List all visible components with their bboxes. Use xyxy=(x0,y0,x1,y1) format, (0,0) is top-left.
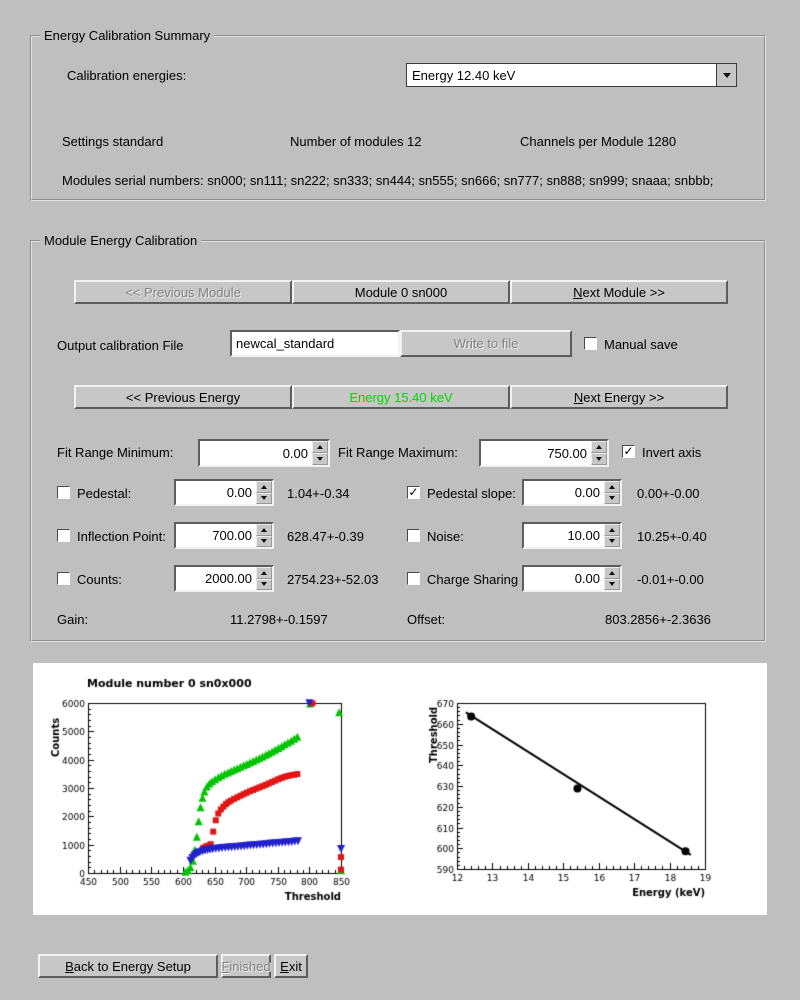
output-file-label: Output calibration File xyxy=(57,338,184,353)
fit-range-min-spin-down[interactable] xyxy=(312,453,328,465)
counts-spin-up[interactable] xyxy=(256,567,272,579)
inflection-point-spin-up[interactable] xyxy=(256,524,272,536)
previous-module-button[interactable]: << Previous Module xyxy=(74,280,292,304)
invert-axis-label: Invert axis xyxy=(642,445,702,460)
pedestal-slope-spin-up[interactable] xyxy=(604,481,620,493)
fit-range-max-spin-up[interactable] xyxy=(591,441,607,453)
inflection-point-input[interactable] xyxy=(176,524,256,547)
fit-range-max-spinbox[interactable] xyxy=(479,439,609,467)
counts-checkbox[interactable] xyxy=(57,572,70,585)
settings-label: Settings standard xyxy=(62,134,164,149)
energy-calibration-summary-group: Energy Calibration Summary Calibration e… xyxy=(30,28,766,201)
previous-energy-button[interactable]: << Previous Energy xyxy=(74,385,292,409)
channels-per-module-label: Channels per Module 1280 xyxy=(520,134,677,149)
noise-input[interactable] xyxy=(524,524,604,547)
charge-sharing-input[interactable] xyxy=(524,567,604,590)
pedestal-result: 1.04+-0.34 xyxy=(287,486,350,501)
pedestal-slope-input[interactable] xyxy=(524,481,604,504)
offset-label: Offset: xyxy=(407,612,446,627)
fit-range-min-label: Fit Range Minimum: xyxy=(57,445,174,460)
pedestal-slope-spinbox[interactable] xyxy=(522,479,622,506)
serial-numbers-label: Modules serial numbers: sn000; sn111; sn… xyxy=(62,173,714,188)
fit-range-max-label: Fit Range Maximum: xyxy=(338,445,458,460)
pedestal-checkbox[interactable] xyxy=(57,486,70,499)
modules-count-label: Number of modules 12 xyxy=(290,134,422,149)
pedestal-slope-result: 0.00+-0.00 xyxy=(637,486,700,501)
manual-save-label: Manual save xyxy=(604,337,678,352)
charge-sharing-label: Charge Sharing xyxy=(427,572,519,587)
counts-spin-down[interactable] xyxy=(256,578,272,590)
output-file-input[interactable] xyxy=(230,330,400,357)
gain-label: Gain: xyxy=(57,612,89,627)
current-energy-button[interactable]: Energy 15.40 keV xyxy=(292,385,510,409)
write-to-file-button[interactable]: Write to file xyxy=(400,330,572,357)
noise-checkbox[interactable] xyxy=(407,529,420,542)
counts-label: Counts: xyxy=(77,572,122,587)
pedestal-spinbox[interactable] xyxy=(174,479,274,506)
manual-save-checkbox[interactable] xyxy=(584,337,597,350)
plots-panel xyxy=(33,663,767,915)
charge-sharing-spinbox[interactable] xyxy=(522,565,622,592)
pedestal-slope-spin-down[interactable] xyxy=(604,492,620,504)
charge-sharing-spin-down[interactable] xyxy=(604,578,620,590)
noise-spin-up[interactable] xyxy=(604,524,620,536)
module-energy-calibration-group: Module Energy Calibration << Previous Mo… xyxy=(30,233,766,642)
noise-spinbox[interactable] xyxy=(522,522,622,549)
pedestal-spin-down[interactable] xyxy=(256,492,272,504)
calibration-energy-select[interactable]: Energy 12.40 keV xyxy=(406,63,737,87)
module-group-title: Module Energy Calibration xyxy=(40,233,202,248)
dropdown-arrow-icon[interactable] xyxy=(716,64,736,86)
calibration-energy-selected-value: Energy 12.40 keV xyxy=(412,67,516,83)
inflection-point-spinbox[interactable] xyxy=(174,522,274,549)
counts-spinbox[interactable] xyxy=(174,565,274,592)
charge-sharing-checkbox[interactable] xyxy=(407,572,420,585)
counts-input[interactable] xyxy=(176,567,256,590)
inflection-point-label: Inflection Point: xyxy=(77,529,166,544)
fit-range-min-spinbox[interactable] xyxy=(198,439,330,467)
counts-result: 2754.23+-52.03 xyxy=(287,572,379,587)
noise-label: Noise: xyxy=(427,529,464,544)
noise-spin-down[interactable] xyxy=(604,535,620,547)
charge-sharing-result: -0.01+-0.00 xyxy=(637,572,704,587)
fit-range-max-spin-down[interactable] xyxy=(591,453,607,465)
summary-group-title: Energy Calibration Summary xyxy=(40,28,215,43)
threshold-vs-energy-canvas xyxy=(421,667,761,913)
inflection-point-spin-down[interactable] xyxy=(256,535,272,547)
pedestal-spin-up[interactable] xyxy=(256,481,272,493)
pedestal-slope-checkbox[interactable] xyxy=(407,486,420,499)
calibration-energies-label: Calibration energies: xyxy=(67,68,187,83)
scurve-plot-canvas xyxy=(41,667,393,913)
pedestal-label: Pedestal: xyxy=(77,486,132,501)
charge-sharing-spin-up[interactable] xyxy=(604,567,620,579)
pedestal-input[interactable] xyxy=(176,481,256,504)
noise-result: 10.25+-0.40 xyxy=(637,529,707,544)
gain-value: 11.2798+-0.1597 xyxy=(230,612,328,627)
fit-range-min-spin-up[interactable] xyxy=(312,441,328,453)
inflection-point-checkbox[interactable] xyxy=(57,529,70,542)
fit-range-min-input[interactable] xyxy=(200,441,312,465)
offset-value: 803.2856+-2.3636 xyxy=(605,612,711,627)
invert-axis-checkbox[interactable] xyxy=(622,445,635,458)
inflection-point-result: 628.47+-0.39 xyxy=(287,529,364,544)
current-module-button[interactable]: Module 0 sn000 xyxy=(292,280,510,304)
fit-range-max-input[interactable] xyxy=(481,441,591,465)
pedestal-slope-label: Pedestal slope: xyxy=(427,486,516,501)
